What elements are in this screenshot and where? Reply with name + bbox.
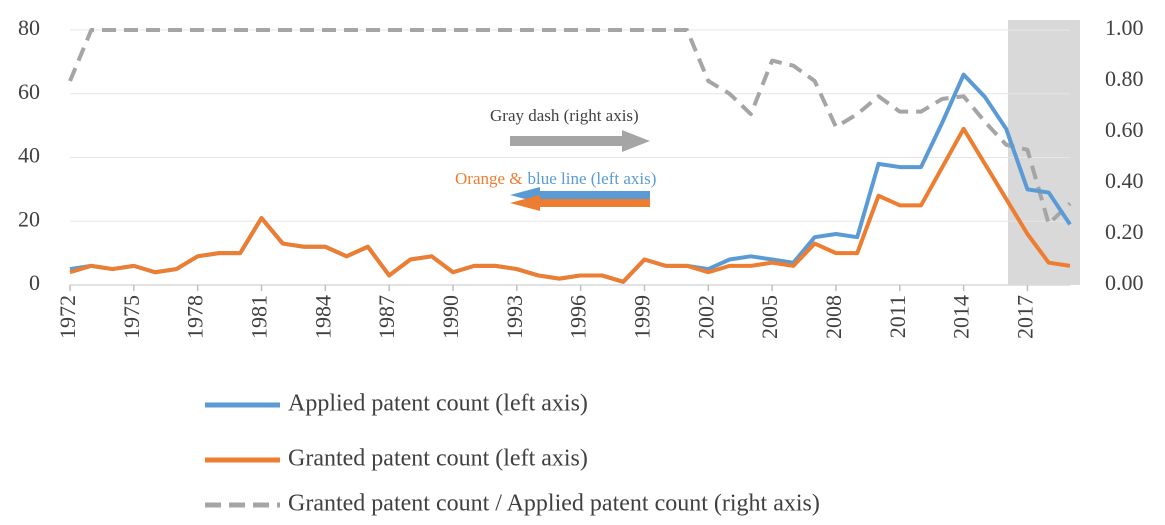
- x-tick-label: 2017: [1012, 295, 1037, 339]
- legend-label: Applied patent count (left axis): [288, 391, 588, 417]
- y-tick-label: 40: [18, 143, 40, 168]
- y-tick-label: 0: [29, 270, 40, 295]
- annotation-gray: Gray dash (right axis): [490, 106, 650, 152]
- annotation-orange: Orange &: [455, 169, 523, 188]
- x-tick-label: 1975: [119, 295, 144, 339]
- x-tick-label: 2005: [757, 295, 782, 339]
- arrow: [510, 195, 650, 211]
- y2-tick-label: 0.80: [1105, 66, 1144, 91]
- y-tick-label: 80: [18, 15, 40, 40]
- y2-tick-label: 0.60: [1105, 117, 1144, 142]
- y2-tick-label: 0.00: [1105, 270, 1144, 295]
- x-tick-label: 2008: [821, 295, 846, 339]
- annotation-text: Orange & blue line (left axis): [455, 169, 656, 188]
- x-tick-label: 1993: [502, 295, 527, 339]
- y-tick-label: 20: [18, 206, 40, 231]
- y-tick-label: 60: [18, 79, 40, 104]
- y2-tick-label: 1.00: [1105, 15, 1144, 40]
- x-tick-label: 1978: [183, 295, 208, 339]
- x-tick-label: 1999: [630, 295, 655, 339]
- x-tick-label: 1996: [566, 295, 591, 339]
- legend-label: Granted patent count (left axis): [288, 446, 588, 472]
- x-tick-label: 1981: [247, 295, 272, 339]
- legend-label: Granted patent count / Applied patent co…: [288, 491, 820, 517]
- y2-tick-label: 0.20: [1105, 219, 1144, 244]
- y2-tick-label: 0.40: [1105, 168, 1144, 193]
- highlight-region: [1008, 20, 1080, 285]
- x-tick-label: 2011: [885, 295, 910, 338]
- plot: [68, 28, 1072, 286]
- x-tick-label: 1972: [55, 295, 80, 339]
- series-line: [69, 126, 1071, 284]
- x-tick-label: 1990: [438, 295, 463, 339]
- series-line: [68, 28, 1072, 226]
- x-tick-label: 1984: [310, 295, 335, 339]
- x-tick-label: 2002: [693, 295, 718, 339]
- x-tick-label: 1987: [374, 295, 399, 339]
- legend: Applied patent count (left axis) Granted …: [205, 391, 820, 517]
- arrow: [510, 130, 650, 152]
- annotation-blue: blue line (left axis): [528, 169, 657, 188]
- annotation-lines: Orange & blue line (left axis): [455, 169, 656, 211]
- x-tick-label: 2014: [949, 295, 974, 339]
- annotation-text: Gray dash (right axis): [490, 106, 639, 125]
